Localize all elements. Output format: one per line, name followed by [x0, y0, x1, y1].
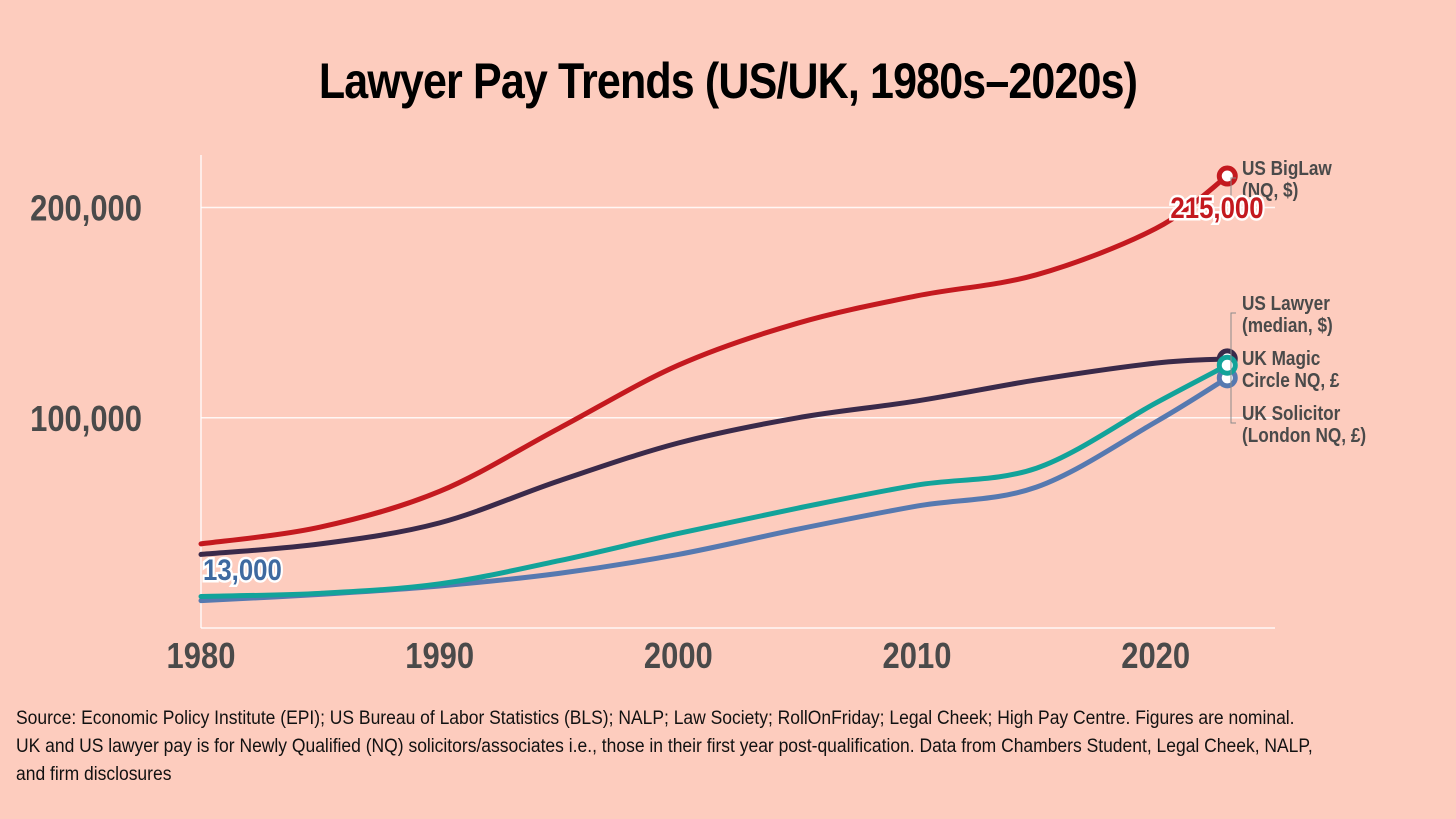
legend-label: (median, $): [1242, 314, 1333, 337]
chart-plot: 100,000 200,000 1980 1990 2000 2010 2020 US Big…: [30, 155, 1366, 677]
legend-label: Circle NQ, £: [1242, 369, 1340, 392]
series-line: [198, 362, 1230, 599]
series-line: [198, 173, 1230, 547]
start-value-label: 13,000: [203, 553, 282, 586]
legend-label: UK Solicitor: [1242, 402, 1340, 425]
x-tick-label: 2010: [883, 637, 952, 677]
y-tick-label: 100,000: [30, 400, 142, 440]
legend-label: (NQ, $): [1242, 179, 1298, 202]
chart-title: Lawyer Pay Trends (US/UK, 1980s–2020s): [318, 53, 1138, 109]
source-note: Source: Economic Policy Institute (EPI);…: [16, 708, 1313, 785]
x-tick-label: 2020: [1121, 637, 1190, 677]
series-line: [198, 375, 1230, 604]
end-value-label: 215,000: [1170, 191, 1263, 224]
end-marker: [1216, 165, 1238, 187]
y-tick-label: 200,000: [30, 189, 142, 229]
x-tick-label: 1990: [405, 637, 474, 677]
legend-bracket: [1230, 312, 1236, 424]
end-marker: [1216, 354, 1238, 376]
legend-label: US Lawyer: [1242, 292, 1330, 315]
legend-bracket: [1230, 177, 1236, 201]
legend-label: US BigLaw: [1242, 157, 1332, 180]
legend-label: (London NQ, £): [1242, 424, 1366, 447]
legend-label: UK Magic: [1242, 347, 1320, 370]
x-tick-label: 2000: [644, 637, 713, 677]
x-tick-label: 1980: [167, 637, 236, 677]
series-line: [198, 356, 1230, 557]
